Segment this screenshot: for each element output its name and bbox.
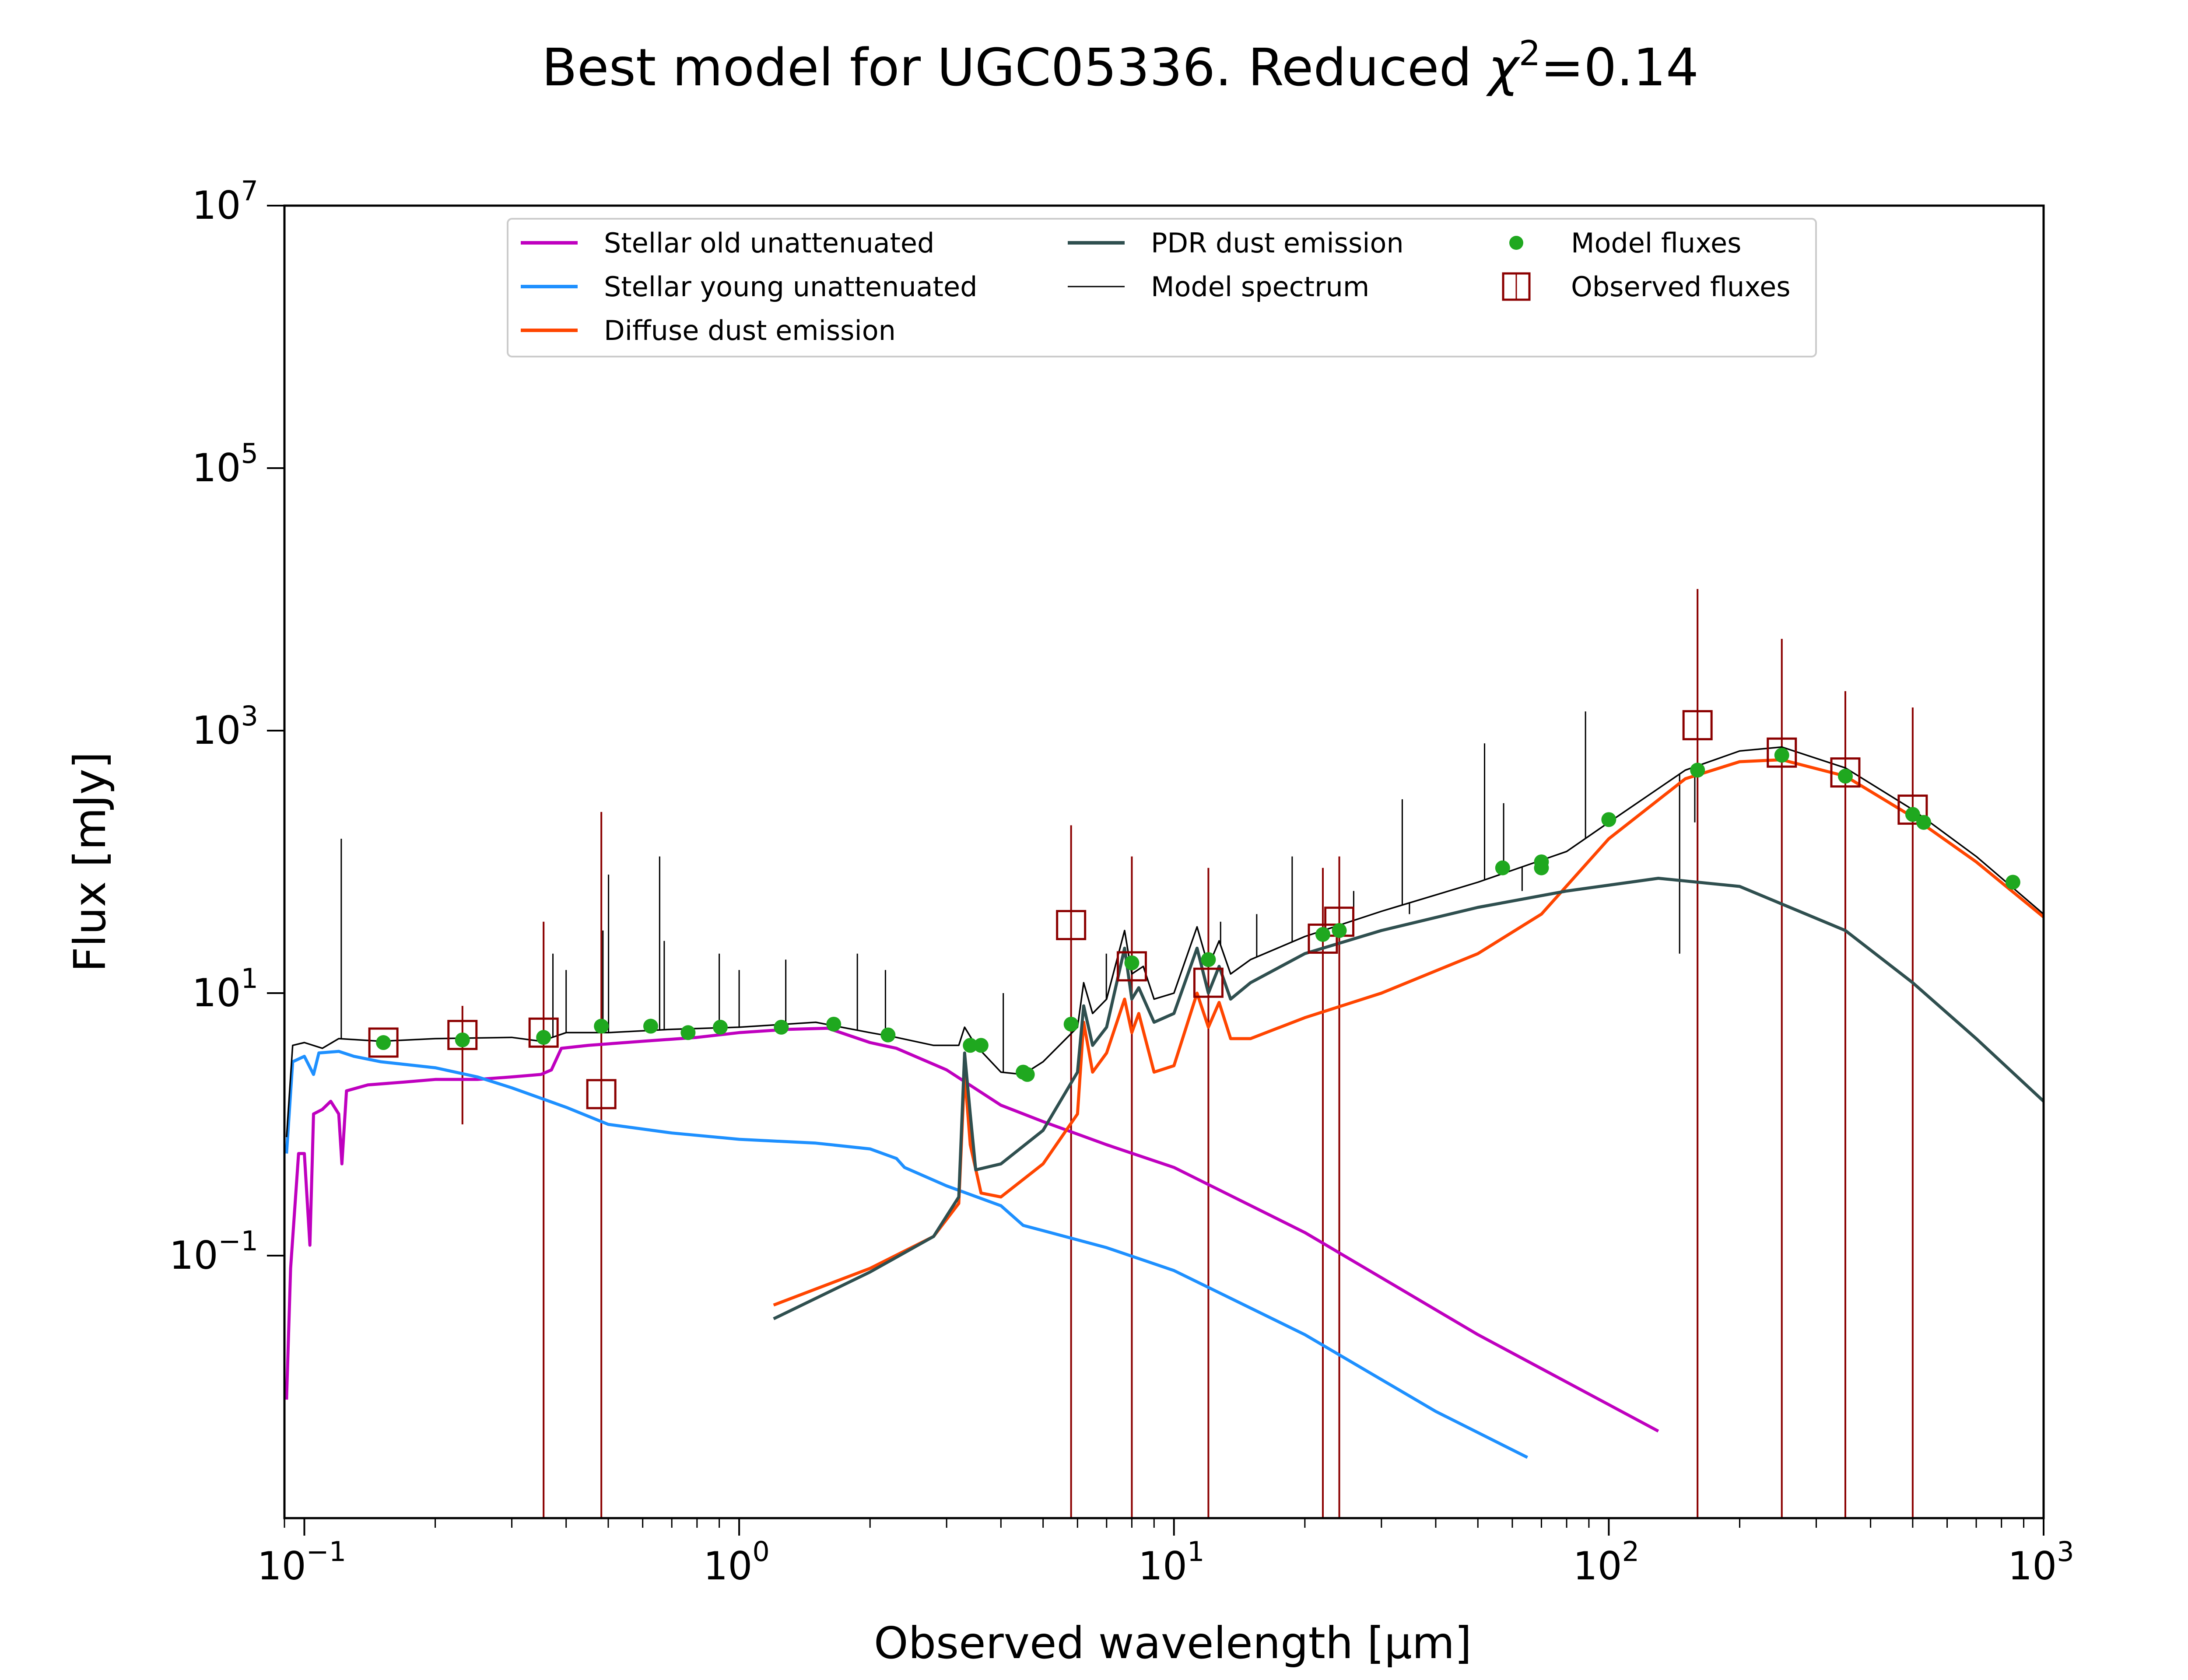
- x-tick-label: 103: [2008, 1536, 2074, 1589]
- model-flux-point: [713, 1019, 728, 1035]
- observed-flux-marker: [368, 1027, 399, 1058]
- observed-flux-marker: [528, 1017, 559, 1048]
- legend-label: Model spectrum: [1151, 271, 1369, 303]
- legend-swatch: [1509, 236, 1523, 250]
- model-flux-point: [1905, 807, 1920, 822]
- model-flux-point: [376, 1035, 391, 1050]
- model-flux-point: [1837, 769, 1853, 784]
- model-flux-point: [963, 1038, 978, 1053]
- observed-flux-marker: [1056, 910, 1087, 940]
- legend-entry-stellar-young-unattenuated: Stellar young unattenuated: [521, 271, 977, 303]
- observed-flux-marker: [1897, 794, 1928, 825]
- legend-entry-observed-fluxes: Observed fluxes: [1502, 271, 1791, 303]
- model-flux-point: [680, 1025, 696, 1040]
- legend-label: Stellar young unattenuated: [604, 271, 977, 303]
- axes: 10−1 100 101 102 103 10−1 101 103 105 107: [169, 175, 2074, 1589]
- model-flux-point: [1315, 927, 1330, 942]
- legend-box: [507, 218, 1817, 357]
- y-tick-label: 105: [192, 438, 258, 490]
- y-tick-label: 10−1: [169, 1225, 258, 1278]
- observed-flux-marker: [1116, 951, 1147, 982]
- legend-entry-stellar-old-unattenuated: Stellar old unattenuated: [521, 227, 934, 259]
- legend-entry-model-spectrum: Model spectrum: [1068, 271, 1369, 303]
- observed-flux-marker: [1193, 967, 1224, 998]
- observed-flux-marker: [1767, 737, 1797, 768]
- model-flux-point: [826, 1016, 842, 1032]
- legend-label: Diffuse dust emission: [604, 315, 896, 346]
- model-flux-point: [1495, 860, 1510, 875]
- legend: Stellar old unattenuated Stellar young un…: [507, 218, 1817, 357]
- model-flux-point: [455, 1032, 470, 1047]
- legend-entry-pdr-dust-emission: PDR dust emission: [1068, 227, 1404, 259]
- model-flux-point: [1201, 952, 1216, 967]
- series-stellar-young-unattenuated: [285, 1050, 1529, 1459]
- model-flux-point: [880, 1027, 896, 1043]
- y-tick-label: 101: [192, 962, 258, 1015]
- model-flux-point: [1063, 1016, 1079, 1032]
- model-flux-point: [2005, 875, 2020, 890]
- model-flux-point: [643, 1018, 658, 1034]
- model-flux-point: [973, 1038, 989, 1053]
- legend-label: Observed fluxes: [1571, 271, 1791, 303]
- x-tick-label: 10−1: [257, 1536, 346, 1589]
- x-axis-label: Observed wavelength [μm]: [874, 1617, 1472, 1669]
- model-flux-point: [774, 1019, 789, 1035]
- model-flux-point: [1774, 748, 1789, 763]
- model-flux-point: [1534, 854, 1549, 869]
- chart-title: Best model for UGC05336. Reduced χ2=0.14: [542, 34, 1699, 98]
- series-stellar-old-unattenuated: [285, 1026, 1659, 1433]
- model-flux-point: [1332, 923, 1347, 938]
- observed-flux-marker: [586, 1079, 617, 1110]
- x-tick-label: 101: [1138, 1536, 1204, 1589]
- x-tick-label: 102: [1573, 1536, 1639, 1589]
- plot-area: [285, 589, 2044, 1518]
- observed-flux-marker: [1830, 757, 1861, 788]
- observed-flux-marker: [1308, 924, 1338, 954]
- legend-entry-diffuse-dust-emission: Diffuse dust emission: [521, 315, 896, 346]
- model-flux-point: [1690, 763, 1705, 778]
- y-axis-label: Flux [mJy]: [64, 752, 116, 972]
- model-flux-point: [1124, 955, 1140, 970]
- legend-label: Stellar old unattenuated: [604, 227, 934, 259]
- y-tick-label: 107: [192, 175, 258, 228]
- observed-flux-marker: [447, 1020, 478, 1050]
- series-pdr-dust-emission: [773, 877, 2044, 1320]
- model-flux-point: [594, 1018, 609, 1034]
- model-flux-point: [536, 1030, 551, 1045]
- legend-label: PDR dust emission: [1151, 227, 1404, 259]
- observed-flux-marker: [1682, 710, 1713, 741]
- legend-label: Model fluxes: [1571, 227, 1741, 259]
- model-flux-point: [1916, 815, 1932, 830]
- model-flux-point: [1601, 812, 1616, 827]
- y-tick-label: 103: [192, 700, 258, 753]
- plot-frame: [283, 204, 2045, 1519]
- x-tick-label: 100: [703, 1536, 769, 1589]
- legend-entry-model-fluxes: Model fluxes: [1509, 227, 1741, 259]
- model-flux-point: [1020, 1067, 1035, 1082]
